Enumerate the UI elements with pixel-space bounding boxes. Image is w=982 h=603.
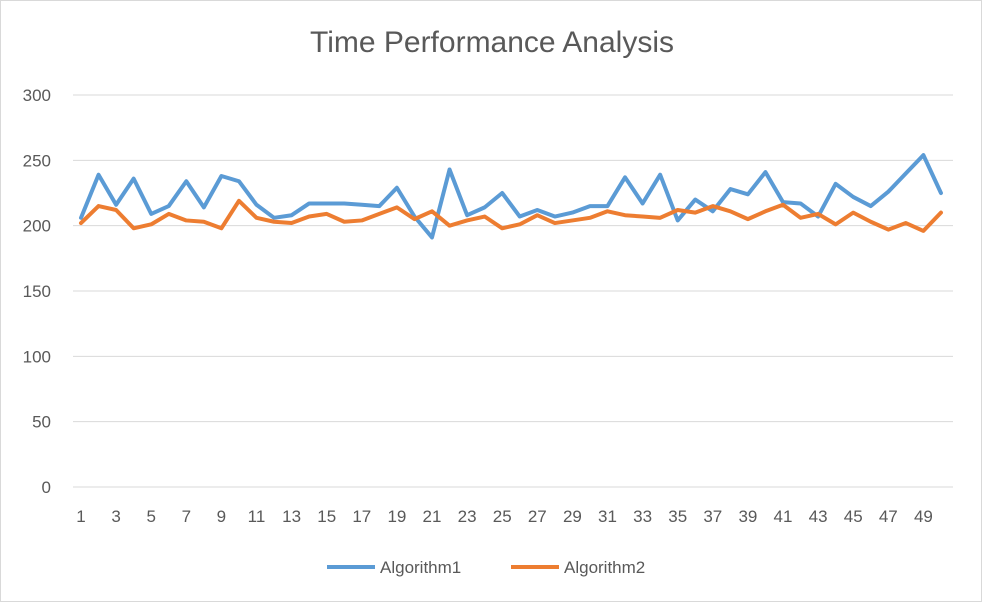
x-tick-label: 47 — [879, 507, 898, 526]
series-line-algorithm2 — [79, 198, 943, 233]
x-tick-label: 25 — [493, 507, 512, 526]
legend-label: Algorithm1 — [380, 558, 461, 577]
x-tick-label: 17 — [352, 507, 371, 526]
chart-title: Time Performance Analysis — [310, 26, 674, 59]
x-tick-label: 29 — [563, 507, 582, 526]
y-tick-label: 250 — [23, 151, 51, 170]
y-tick-label: 50 — [32, 413, 51, 432]
y-tick-label: 300 — [23, 86, 51, 105]
y-tick-label: 100 — [23, 347, 51, 366]
x-tick-label: 13 — [282, 507, 301, 526]
y-tick-label: 200 — [23, 217, 51, 236]
x-tick-label: 37 — [703, 507, 722, 526]
x-tick-label: 41 — [774, 507, 793, 526]
y-tick-label: 150 — [23, 282, 51, 301]
x-tick-label: 5 — [146, 507, 155, 526]
x-tick-label: 11 — [248, 507, 266, 526]
x-tick-label: 39 — [738, 507, 757, 526]
x-tick-label: 23 — [458, 507, 477, 526]
legend: Algorithm1 Algorithm2 — [327, 558, 645, 577]
x-axis-tick-labels: 1 3 5 7 9 11 13 15 17 19 21 23 25 27 29 31 33 35 37 39 41 43 4… — [76, 507, 933, 526]
x-tick-label: 27 — [528, 507, 547, 526]
x-tick-label: 3 — [111, 507, 120, 526]
legend-label: Algorithm2 — [564, 558, 645, 577]
series-lines — [79, 153, 943, 240]
x-tick-label: 35 — [668, 507, 687, 526]
x-tick-label: 33 — [633, 507, 652, 526]
y-tick-label: 0 — [42, 478, 51, 497]
x-tick-label: 7 — [182, 507, 191, 526]
x-tick-label: 49 — [914, 507, 933, 526]
y-axis-tick-labels: 0 50 100 150 200 250 300 — [23, 86, 51, 497]
x-tick-label: 21 — [423, 507, 442, 526]
series-line-algorithm1 — [79, 153, 943, 240]
x-tick-label: 1 — [76, 507, 85, 526]
x-tick-label: 45 — [844, 507, 863, 526]
x-tick-label: 15 — [317, 507, 336, 526]
x-tick-label: 19 — [387, 507, 406, 526]
x-tick-label: 9 — [217, 507, 226, 526]
x-tick-label: 31 — [598, 507, 617, 526]
gridlines — [73, 94, 953, 488]
x-tick-label: 43 — [809, 507, 828, 526]
